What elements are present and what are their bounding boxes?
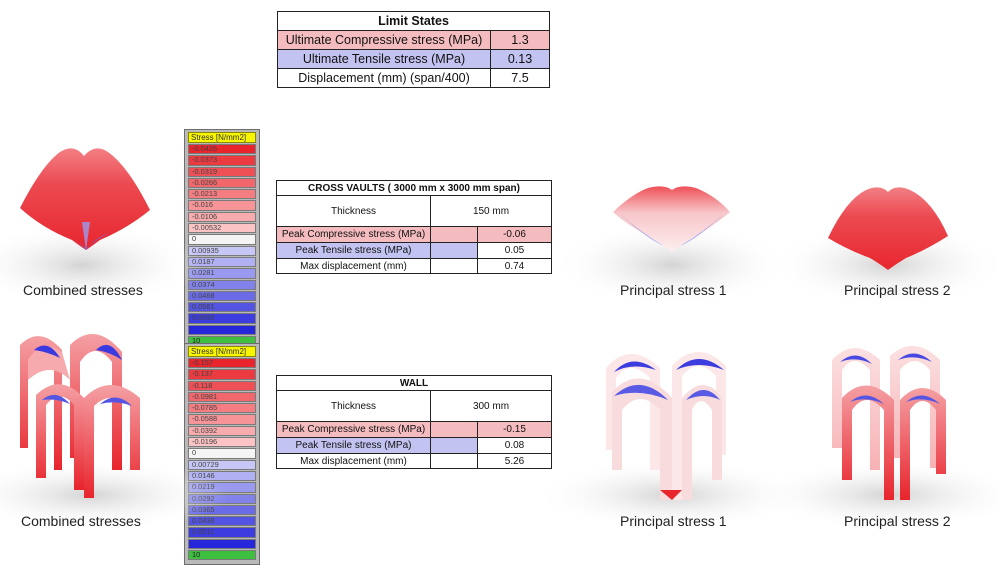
legend-swatch: 0.0187 bbox=[188, 256, 256, 268]
legend-swatch: 0.0146 bbox=[188, 470, 256, 482]
wall-combined-model bbox=[20, 334, 140, 498]
legend-swatch: -0.0196 bbox=[188, 437, 256, 448]
ultimate-compressive-label: Ultimate Compressive stress (MPa) bbox=[277, 30, 491, 50]
wall-peak-tensile-label: Peak Tensile stress (MPa) bbox=[276, 437, 431, 454]
caption-principal1-bottom: Principal stress 1 bbox=[620, 513, 727, 529]
legend-swatch: -0.118 bbox=[188, 380, 256, 391]
legend-swatch: -0.0373 bbox=[188, 155, 256, 166]
legend-swatch: -0.0426 bbox=[188, 144, 256, 155]
displacement-limit-value: 7.5 bbox=[490, 68, 550, 88]
wall-table: WALL Thickness 300 mm Peak Compressive st… bbox=[276, 375, 552, 469]
stress-legend-bottom: Stress [N/mm2] -0.157 -0.137 -0.118 -0.0981… bbox=[184, 343, 260, 565]
legend-swatch: -0.157 bbox=[188, 358, 256, 369]
legend-top-title: Stress [N/mm2] bbox=[188, 132, 256, 143]
legend-swatch: -0.0213 bbox=[188, 189, 256, 200]
wall-peak-tensile-value: 0.08 bbox=[477, 437, 552, 454]
wall-peak-compressive-value: -0.15 bbox=[477, 421, 552, 438]
wall-principal1-model bbox=[606, 352, 726, 500]
legend-swatch: -0.0106 bbox=[188, 211, 256, 223]
vault-combined-model bbox=[20, 148, 150, 250]
caption-combined-top: Combined stresses bbox=[23, 282, 143, 298]
ultimate-compressive-value: 1.3 bbox=[490, 30, 550, 50]
legend-swatch: 0.0281 bbox=[188, 268, 256, 279]
legend-swatch: 0.0561 bbox=[188, 302, 256, 313]
legend-swatch: 0.0655 bbox=[188, 313, 256, 324]
vault-peak-compressive-label: Peak Compressive stress (MPa) bbox=[276, 226, 431, 243]
vault-principal1-model bbox=[613, 186, 730, 252]
caption-principal1-top: Principal stress 1 bbox=[620, 282, 727, 298]
legend-swatch: 0.0219 bbox=[188, 482, 256, 493]
limit-states-table: Limit States Ultimate Compressive stress… bbox=[277, 11, 550, 88]
legend-swatch: -0.0266 bbox=[188, 177, 256, 189]
vault-thickness-value: 150 mm bbox=[430, 195, 552, 227]
wall-max-displacement-label: Max displacement (mm) bbox=[276, 453, 431, 469]
vault-max-displacement-value: 0.74 bbox=[477, 258, 552, 274]
legend-swatch: -0.0588 bbox=[188, 414, 256, 425]
legend-swatch: -0.0981 bbox=[188, 391, 256, 403]
legend-swatch: 0.00729 bbox=[188, 459, 256, 470]
displacement-limit-label: Displacement (mm) (span/400) bbox=[277, 68, 491, 88]
legend-swatch: -0.00532 bbox=[188, 223, 256, 234]
legend-swatch: 0.00935 bbox=[188, 245, 256, 256]
wall-thickness-label: Thickness bbox=[276, 390, 431, 422]
vault-peak-tensile-value: 0.05 bbox=[477, 242, 552, 259]
stress-legend-top: Stress [N/mm2] -0.0426 -0.0373 -0.0319 -0.0… bbox=[184, 129, 260, 352]
cross-vaults-title: CROSS VAULTS ( 3000 mm x 3000 mm span) bbox=[276, 180, 552, 196]
legend-swatch bbox=[188, 538, 256, 550]
legend-bottom-title: Stress [N/mm2] bbox=[188, 346, 256, 357]
legend-swatch: 0 bbox=[188, 234, 256, 245]
wall-thickness-value: 300 mm bbox=[430, 390, 552, 422]
legend-swatch: 0.0292 bbox=[188, 493, 256, 504]
legend-swatch: 0.0438 bbox=[188, 516, 256, 527]
legend-swatch bbox=[188, 324, 256, 336]
limit-states-title: Limit States bbox=[277, 11, 550, 31]
wall-principal2-model bbox=[832, 345, 946, 500]
legend-swatch: -0.137 bbox=[188, 369, 256, 380]
vault-peak-tensile-label: Peak Tensile stress (MPa) bbox=[276, 242, 431, 259]
legend-swatch: -0.0392 bbox=[188, 425, 256, 437]
vault-principal2-model bbox=[828, 187, 948, 270]
legend-swatch: -0.016 bbox=[188, 200, 256, 211]
legend-swatch: 0 bbox=[188, 448, 256, 459]
wall-max-displacement-value: 5.26 bbox=[477, 453, 552, 469]
legend-swatch: -0.0785 bbox=[188, 403, 256, 414]
legend-swatch: 0.0468 bbox=[188, 290, 256, 302]
wall-title: WALL bbox=[276, 375, 552, 391]
vault-thickness-label: Thickness bbox=[276, 195, 431, 227]
vault-peak-compressive-value: -0.06 bbox=[477, 226, 552, 243]
caption-combined-bottom: Combined stresses bbox=[21, 513, 141, 529]
ultimate-tensile-value: 0.13 bbox=[490, 49, 550, 69]
legend-swatch: 0.0374 bbox=[188, 279, 256, 290]
vault-max-displacement-label: Max displacement (mm) bbox=[276, 258, 431, 274]
legend-swatch: 0.0511 bbox=[188, 527, 256, 538]
legend-swatch: 10 bbox=[188, 550, 256, 561]
wall-peak-compressive-label: Peak Compressive stress (MPa) bbox=[276, 421, 431, 438]
caption-principal2-bottom: Principal stress 2 bbox=[844, 513, 951, 529]
legend-swatch: 0.0365 bbox=[188, 504, 256, 516]
ultimate-tensile-label: Ultimate Tensile stress (MPa) bbox=[277, 49, 491, 69]
legend-swatch: -0.0319 bbox=[188, 166, 256, 177]
caption-principal2-top: Principal stress 2 bbox=[844, 282, 951, 298]
cross-vaults-table: CROSS VAULTS ( 3000 mm x 3000 mm span) T… bbox=[276, 180, 552, 274]
